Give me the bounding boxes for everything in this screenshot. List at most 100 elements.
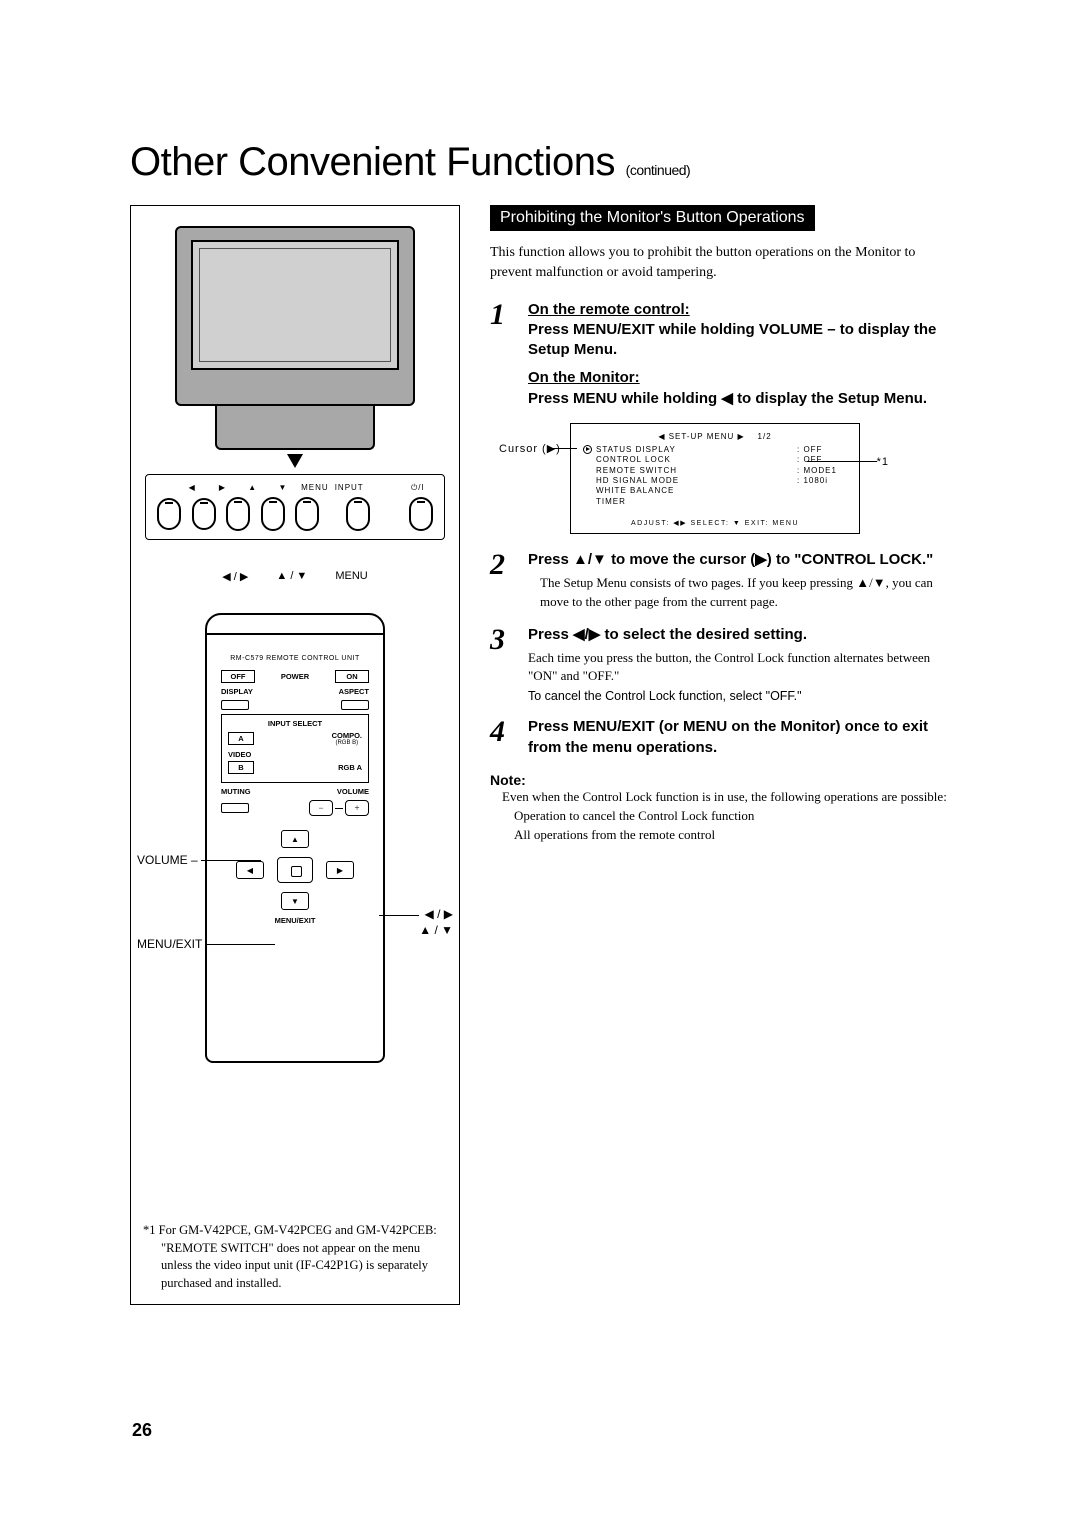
muting-volume-labels: MUTING VOLUME bbox=[221, 787, 369, 796]
volume-minus-button: − bbox=[309, 800, 333, 816]
menu-diagram-footer: ADJUST: ◀▶ SELECT: ▼ EXIT: MENU bbox=[583, 519, 847, 527]
callout-line bbox=[205, 944, 275, 945]
page-title: Other Convenient Functions (continued) bbox=[130, 140, 950, 185]
note-label: Note: bbox=[490, 772, 950, 788]
setup-menu-diagram: Cursor (▶) *1 ◀ SET-UP MENU ▶ 1/2 STATUS… bbox=[570, 423, 860, 534]
step-heading: On the Monitor: bbox=[528, 368, 950, 388]
asterisk-callout-line bbox=[807, 461, 877, 462]
volume-plus-button: + bbox=[345, 800, 369, 816]
label-left-icon: ◀ bbox=[180, 483, 204, 493]
menu-row-value bbox=[797, 497, 847, 507]
display-button bbox=[221, 700, 249, 710]
step-number: 2 bbox=[490, 550, 516, 611]
remote-power-row: OFF POWER ON bbox=[221, 670, 369, 683]
muting-button bbox=[221, 803, 249, 813]
menu-row-value: : OFF bbox=[797, 445, 847, 455]
panel-button bbox=[226, 497, 250, 531]
menu-row-key: STATUS DISPLAY bbox=[583, 445, 683, 455]
callout-line bbox=[379, 915, 419, 916]
instructions-column: Prohibiting the Monitor's Button Operati… bbox=[490, 205, 950, 1305]
label-down-icon: ▼ bbox=[271, 483, 295, 493]
title-main: Other Convenient Functions bbox=[130, 140, 615, 184]
under-menu: MENU bbox=[335, 570, 367, 583]
step-3: 3 Press ◀/▶ to select the desired settin… bbox=[490, 625, 950, 704]
step-text: Press MENU while holding ◀ to display th… bbox=[528, 389, 950, 409]
step-heading: On the remote control: bbox=[528, 300, 950, 320]
step-1: 1 On the remote control: Press MENU/EXIT… bbox=[490, 300, 950, 409]
video-label: VIDEO bbox=[228, 750, 362, 759]
panel-button bbox=[192, 498, 216, 530]
monitor-pointer-icon bbox=[287, 454, 303, 468]
under-lr: ◀ / ▶ bbox=[222, 570, 248, 583]
aspect-label: ASPECT bbox=[339, 687, 369, 696]
footnote: *1 For GM-V42PCE, GM-V42PCEG and GM-V42P… bbox=[143, 1222, 447, 1292]
step-4: 4 Press MENU/EXIT (or MENU on the Monito… bbox=[490, 717, 950, 758]
panel-button bbox=[409, 497, 433, 531]
menu-row-value: : 1080i bbox=[797, 476, 847, 486]
title-continued: (continued) bbox=[626, 162, 691, 178]
rgba-label: RGB A bbox=[338, 763, 362, 772]
diagram-panel: ◀ ▶ ▲ ▼ MENU INPUT ⏻/I ◀ bbox=[130, 205, 460, 1305]
muting-volume-buttons: − + bbox=[221, 800, 369, 816]
menu-row-key: WHITE BALANCE bbox=[583, 486, 683, 496]
callout-line bbox=[201, 860, 261, 861]
cursor-icon bbox=[583, 445, 592, 454]
off-button: OFF bbox=[221, 670, 255, 683]
step-number: 3 bbox=[490, 625, 516, 704]
dpad-down-icon: ▼ bbox=[281, 892, 309, 910]
step-2: 2 Press ▲/▼ to move the cursor (▶) to "C… bbox=[490, 550, 950, 611]
monitor-button-panel: ◀ ▶ ▲ ▼ MENU INPUT ⏻/I bbox=[145, 474, 445, 540]
callout-up-down: ▲ / ▼ bbox=[419, 923, 453, 937]
menu-diagram-row: REMOTE SWITCH : MODE1 bbox=[583, 466, 847, 476]
panel-button bbox=[157, 498, 181, 530]
note-item: All operations from the remote control bbox=[490, 826, 950, 845]
dpad-center-button bbox=[277, 857, 313, 883]
rgbb-label: (RGB B) bbox=[332, 740, 362, 746]
dpad-up-icon: ▲ bbox=[281, 830, 309, 848]
step-text: Press MENU/EXIT (or MENU on the Monitor)… bbox=[528, 717, 950, 758]
volume-label: VOLUME bbox=[337, 787, 369, 796]
label-up-icon: ▲ bbox=[241, 483, 265, 493]
menu-row-key: REMOTE SWITCH bbox=[583, 466, 683, 476]
remote-title: RM-C579 REMOTE CONTROL UNIT bbox=[221, 655, 369, 662]
cursor-callout-label: Cursor (▶) bbox=[499, 442, 561, 455]
menu-diagram-row: HD SIGNAL MODE : 1080i bbox=[583, 476, 847, 486]
compo-label: COMPO. bbox=[332, 731, 362, 740]
step-text: Press ▲/▼ to move the cursor (▶) to "CON… bbox=[528, 550, 950, 570]
step-subtext: The Setup Menu consists of two pages. If… bbox=[528, 574, 950, 610]
monitor-base bbox=[215, 404, 375, 450]
step-number: 1 bbox=[490, 300, 516, 409]
step-note: To cancel the Control Lock function, sel… bbox=[528, 689, 950, 703]
section-intro: This function allows you to prohibit the… bbox=[490, 243, 950, 284]
panel-buttons bbox=[156, 497, 434, 531]
input-select-label: INPUT SELECT bbox=[228, 719, 362, 728]
page-number: 26 bbox=[132, 1420, 152, 1441]
step-text: Press ◀/▶ to select the desired setting. bbox=[528, 625, 950, 645]
aspect-button bbox=[341, 700, 369, 710]
section-header: Prohibiting the Monitor's Button Operati… bbox=[490, 205, 815, 231]
menu-row-key: CONTROL LOCK bbox=[583, 455, 683, 465]
panel-button bbox=[346, 497, 370, 531]
cursor-callout-line bbox=[553, 448, 577, 449]
under-ud: ▲ / ▼ bbox=[276, 570, 307, 583]
menu-diagram-title-text: ◀ SET-UP MENU ▶ bbox=[658, 432, 744, 441]
menu-diagram-page: 1/2 bbox=[758, 432, 772, 441]
remote-display-buttons bbox=[221, 700, 369, 710]
menu-diagram-rows: STATUS DISPLAY: OFFCONTROL LOCK: OFFREMO… bbox=[583, 445, 847, 507]
power-label: POWER bbox=[281, 672, 309, 681]
menu-row-value: : MODE1 bbox=[797, 466, 847, 476]
menu-row-key: TIMER bbox=[583, 497, 683, 507]
panel-under-labels: ◀ / ▶ ▲ / ▼ MENU bbox=[141, 570, 449, 583]
menu-row-key: HD SIGNAL MODE bbox=[583, 476, 683, 486]
display-label: DISPLAY bbox=[221, 687, 253, 696]
input-a-button: A bbox=[228, 732, 254, 745]
menu-exit-label: MENU/EXIT bbox=[221, 916, 369, 925]
callout-volume-minus: VOLUME – bbox=[137, 853, 198, 867]
menu-diagram-row: WHITE BALANCE bbox=[583, 486, 847, 496]
input-b-button: B bbox=[228, 761, 254, 774]
label-right-icon: ▶ bbox=[210, 483, 234, 493]
input-select-box: INPUT SELECT A COMPO. (RGB B) VIDEO B RG… bbox=[221, 714, 369, 783]
panel-button bbox=[261, 497, 285, 531]
menu-diagram-row: TIMER bbox=[583, 497, 847, 507]
callout-menu-exit: MENU/EXIT bbox=[137, 937, 202, 951]
